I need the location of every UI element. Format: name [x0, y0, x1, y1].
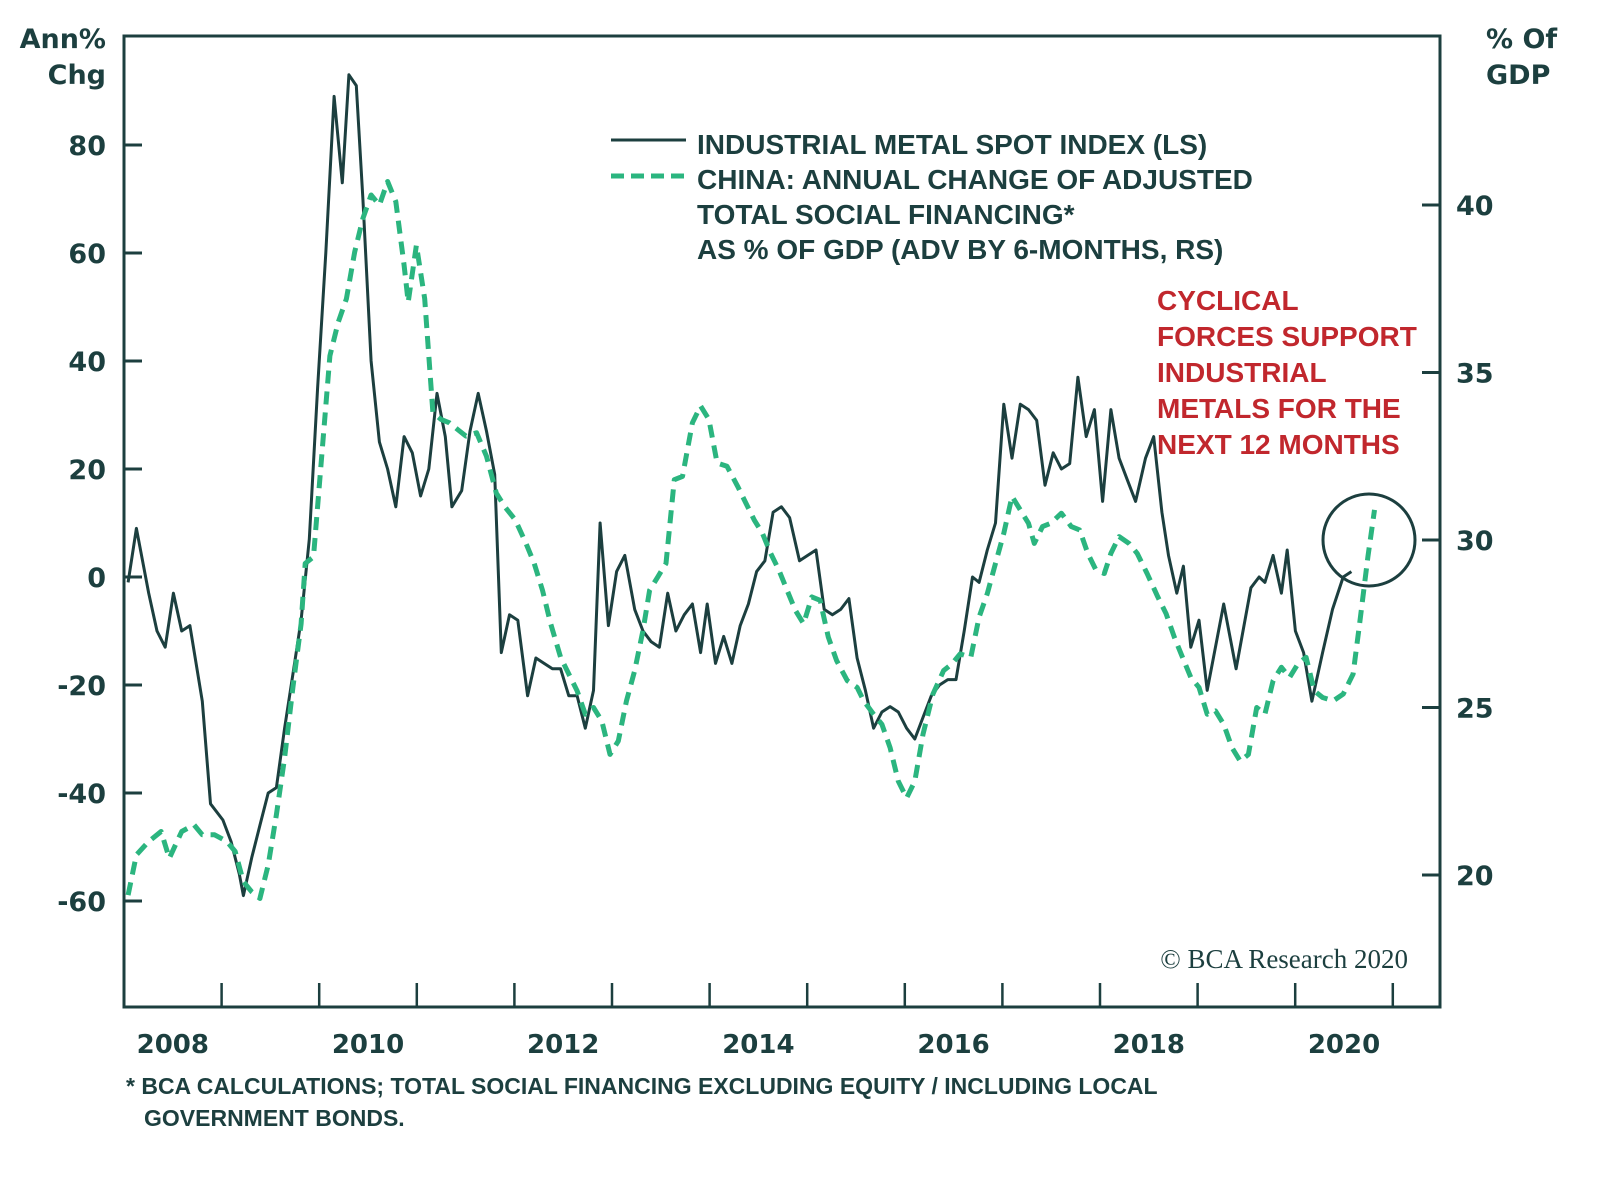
annotation-line4: METALS FOR THE	[1157, 393, 1401, 424]
x-tick-label: 2012	[527, 1030, 599, 1060]
x-tick-label: 2016	[917, 1030, 989, 1060]
x-tick-label: 2018	[1113, 1030, 1185, 1060]
left-axis-title-line1: Ann%	[20, 24, 106, 55]
left-axis-title-line2: Chg	[48, 60, 106, 91]
right-axis-title-line2: GDP	[1486, 60, 1550, 91]
legend-label-metal: INDUSTRIAL METAL SPOT INDEX (LS)	[697, 129, 1207, 160]
annotation-line1: CYCLICAL	[1157, 285, 1299, 316]
plot-frame	[122, 34, 1442, 1009]
right-tick-label: 30	[1456, 526, 1494, 557]
left-tick-label: 0	[87, 563, 106, 594]
x-tick-label: 2008	[137, 1030, 209, 1060]
annotation-line5: NEXT 12 MONTHS	[1157, 429, 1400, 460]
left-tick-label: 60	[68, 239, 106, 270]
left-tick-label: -60	[57, 887, 106, 918]
footnote-line1: * BCA CALCULATIONS; TOTAL SOCIAL FINANCI…	[126, 1073, 1158, 1099]
footnote-line2: GOVERNMENT BONDS.	[144, 1105, 405, 1131]
annotation-line3: INDUSTRIAL	[1157, 357, 1327, 388]
series-line-china-tsf	[125, 179, 1377, 901]
right-tick-label: 20	[1456, 861, 1494, 892]
series-layer	[125, 73, 1377, 901]
x-tick-label: 2020	[1308, 1030, 1380, 1060]
annotation: CYCLICAL FORCES SUPPORT INDUSTRIAL METAL…	[1157, 285, 1417, 460]
x-tick-label: 2014	[722, 1030, 794, 1060]
left-tick-label: 20	[68, 455, 106, 486]
left-tick-label: 80	[68, 131, 106, 162]
left-axis-ticks: 80 60 40 20 0 -20 -40 -60	[57, 131, 142, 918]
right-axis-title-line1: % Of	[1486, 24, 1557, 55]
left-tick-label: 40	[68, 347, 106, 378]
left-tick-label: -40	[57, 779, 106, 810]
credit: © BCA Research 2020	[1160, 944, 1408, 974]
annotation-line2: FORCES SUPPORT	[1157, 321, 1417, 352]
right-axis-ticks: 40 35 30 25 20	[1422, 191, 1494, 892]
legend-label-tsf-line3: AS % OF GDP (ADV BY 6-MONTHS, RS)	[697, 234, 1223, 265]
x-axis-ticks: 2008 2010 2012 2014 2016 2018 2020	[137, 983, 1395, 1060]
left-tick-label: -20	[57, 671, 106, 702]
legend: INDUSTRIAL METAL SPOT INDEX (LS) CHINA: …	[611, 129, 1253, 265]
legend-label-tsf-line2: TOTAL SOCIAL FINANCING*	[697, 199, 1075, 230]
right-tick-label: 35	[1456, 359, 1494, 390]
legend-label-tsf-line1: CHINA: ANNUAL CHANGE OF ADJUSTED	[697, 164, 1253, 195]
highlight-circle	[1321, 492, 1417, 588]
right-tick-label: 25	[1456, 694, 1494, 725]
right-tick-label: 40	[1456, 191, 1494, 222]
x-tick-label: 2010	[332, 1030, 404, 1060]
series-line-metal-index	[126, 73, 1353, 898]
